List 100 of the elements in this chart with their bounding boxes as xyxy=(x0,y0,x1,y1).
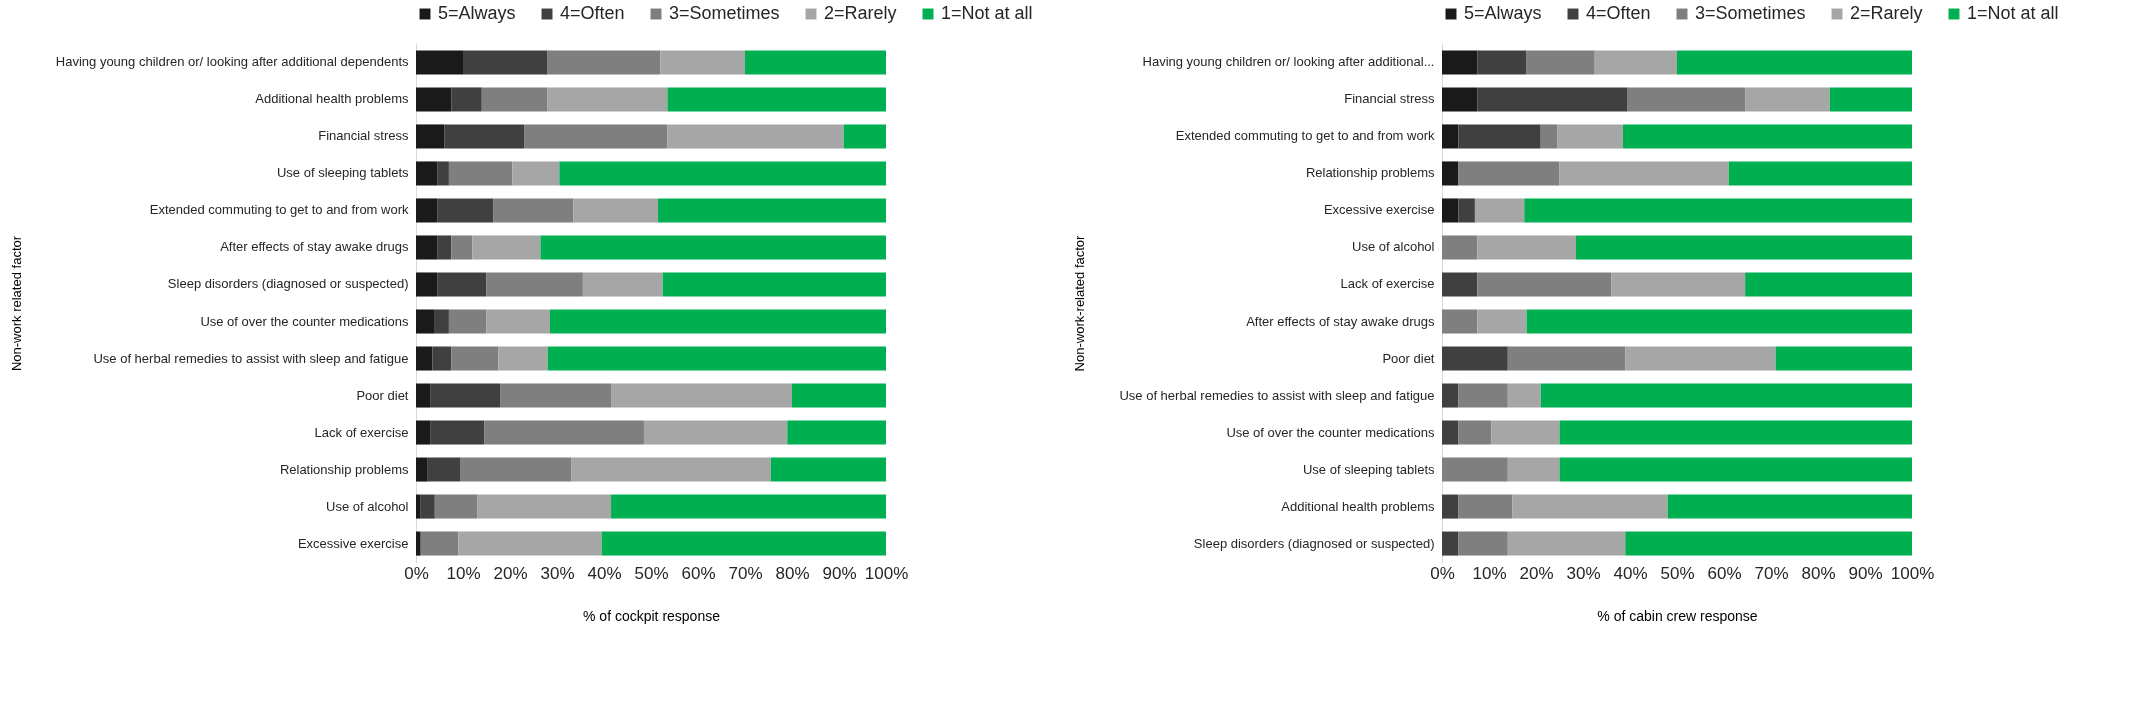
x-tick-label: 20% xyxy=(1519,563,1554,583)
bar xyxy=(611,494,886,519)
y-tick-label: Lack of exercise xyxy=(1340,276,1435,292)
bar xyxy=(437,235,452,260)
y-tick-label: Use of alcohol xyxy=(326,498,409,514)
bar xyxy=(1775,346,1912,371)
legend-label: 4=Often xyxy=(560,3,625,23)
bar xyxy=(416,124,445,149)
bar xyxy=(1526,50,1595,75)
bar xyxy=(416,309,435,334)
x-tick-label: 50% xyxy=(634,563,669,583)
bar xyxy=(1458,383,1508,408)
bar xyxy=(1477,272,1612,297)
bar xyxy=(1611,272,1746,297)
bar xyxy=(1458,531,1508,556)
x-tick-label: 20% xyxy=(493,563,528,583)
bar xyxy=(1540,383,1912,408)
x-tick-label: 10% xyxy=(446,563,481,583)
x-tick-label: 80% xyxy=(775,563,810,583)
bar xyxy=(416,235,438,260)
bar xyxy=(1594,50,1677,75)
x-tick-label: 90% xyxy=(822,563,857,583)
x-tick-label: 40% xyxy=(587,563,622,583)
y-tick-label: Extended commuting to get to and from work xyxy=(149,202,409,218)
bar xyxy=(463,50,548,75)
legend-label: 2=Rarely xyxy=(824,3,897,23)
bar xyxy=(416,531,421,556)
bar xyxy=(420,494,435,519)
bar xyxy=(547,87,668,112)
bar xyxy=(1477,50,1527,75)
bar xyxy=(481,87,548,112)
bar xyxy=(1559,161,1729,186)
x-tick-label: 0% xyxy=(404,563,429,583)
bar xyxy=(547,50,661,75)
legend-label: 1=Not at all xyxy=(1967,3,2059,23)
bar xyxy=(1477,87,1628,112)
bar xyxy=(1442,494,1459,519)
bar xyxy=(1442,87,1478,112)
bar xyxy=(420,531,459,556)
bar xyxy=(1442,235,1478,260)
y-tick-label: Extended commuting to get to and from work xyxy=(1175,128,1435,144)
bar xyxy=(1458,161,1560,186)
bar xyxy=(611,383,792,408)
bar xyxy=(643,420,788,445)
bar xyxy=(416,457,428,482)
bar xyxy=(1474,198,1525,223)
bar xyxy=(1627,87,1746,112)
bar xyxy=(549,309,886,334)
bar xyxy=(498,346,548,371)
bar xyxy=(493,198,574,223)
x-tick-label: 70% xyxy=(728,563,763,583)
bar xyxy=(1442,124,1459,149)
bar xyxy=(458,531,602,556)
bar xyxy=(559,161,886,186)
bar xyxy=(416,420,431,445)
bar xyxy=(524,124,668,149)
x-tick-label: 10% xyxy=(1472,563,1507,583)
y-tick-label: Relationship problems xyxy=(279,461,409,477)
bar xyxy=(1491,420,1560,445)
y-tick-label: Sleep disorders (diagnosed or suspected) xyxy=(1193,535,1435,551)
y-tick-label: Financial stress xyxy=(1344,91,1435,107)
bar xyxy=(1442,50,1478,75)
bar xyxy=(451,235,473,260)
legend-label: 3=Sometimes xyxy=(1695,3,1806,23)
bar xyxy=(448,161,513,186)
bar xyxy=(540,235,886,260)
bar xyxy=(547,346,886,371)
bar xyxy=(770,457,886,482)
bar xyxy=(582,272,663,297)
bar xyxy=(437,272,487,297)
bar xyxy=(571,457,771,482)
y-axis-title: Non-work-related factor xyxy=(1072,234,1088,372)
bar xyxy=(432,346,452,371)
legend-label: 2=Rarely xyxy=(1850,3,1923,23)
y-tick-label: Financial stress xyxy=(318,128,409,144)
bar xyxy=(416,494,421,519)
legend-label: 3=Sometimes xyxy=(669,3,780,23)
bar xyxy=(430,420,485,445)
bar xyxy=(667,124,844,149)
bar xyxy=(1512,494,1668,519)
legend-label: 1=Not at all xyxy=(941,3,1033,23)
y-tick-label: Excessive exercise xyxy=(1323,202,1435,218)
bar xyxy=(1507,531,1626,556)
bar xyxy=(1442,272,1478,297)
bar xyxy=(658,198,886,223)
legend-label: 5=Always xyxy=(1464,3,1542,23)
bar xyxy=(416,87,452,112)
bar xyxy=(416,50,463,75)
bar xyxy=(1458,124,1541,149)
bar xyxy=(843,124,886,149)
x-tick-label: 30% xyxy=(1566,563,1601,583)
bar xyxy=(486,272,583,297)
y-tick-label: Relationship problems xyxy=(1305,165,1435,181)
bar xyxy=(416,346,433,371)
x-tick-label: 50% xyxy=(1660,563,1695,583)
bar xyxy=(1526,309,1912,334)
bar xyxy=(1728,161,1912,186)
bar xyxy=(437,161,449,186)
bar xyxy=(448,309,487,334)
bar xyxy=(1442,531,1459,556)
